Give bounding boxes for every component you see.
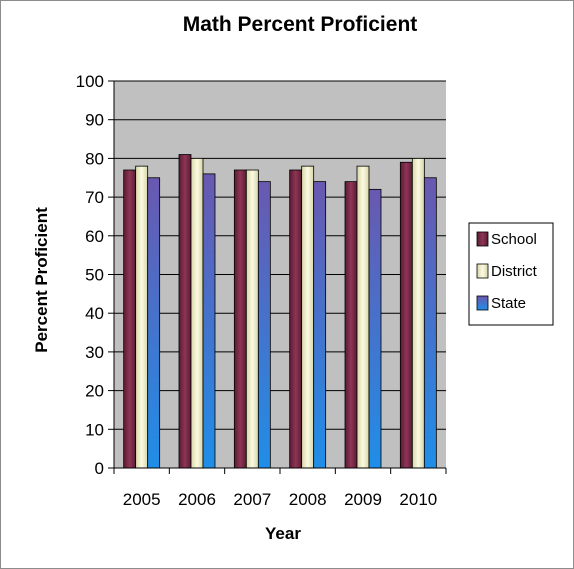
bar-district-2009: [356, 165, 370, 469]
y-tick-label: 70: [85, 188, 104, 207]
x-tick-labels: 2005 2006 2007 2008 2009 2010: [123, 490, 437, 509]
legend-swatch-school: [476, 231, 489, 247]
y-tick-label: 80: [85, 149, 104, 168]
y-tick-label: 90: [85, 111, 104, 130]
x-tick-label: 2008: [289, 490, 327, 509]
x-tick-label: 2006: [178, 490, 216, 509]
x-tick-label: 2009: [344, 490, 382, 509]
y-tick-label: 50: [85, 266, 104, 285]
chart-title: Math Percent Proficient: [183, 13, 418, 36]
bar-school-2005: [123, 169, 137, 469]
y-tick-label: 40: [85, 304, 104, 323]
bar-state-2006: [202, 173, 216, 469]
bar-school-2007: [233, 169, 247, 469]
bar-state-2007: [257, 181, 271, 469]
y-tick-label: 20: [85, 382, 104, 401]
x-tick-label: 2005: [123, 490, 161, 509]
bar-district-2005: [135, 165, 149, 469]
x-tick-label: 2010: [399, 490, 437, 509]
bar-district-2006: [190, 157, 204, 469]
y-tick-label: 10: [85, 420, 104, 439]
bar-school-2010: [399, 161, 413, 469]
bar-district-2008: [301, 165, 315, 469]
bar-school-2008: [289, 169, 303, 469]
y-tick-labels: 0 10 20 30 40 50 60 70 80 90 100: [76, 72, 104, 478]
bar-district-2007: [245, 169, 259, 469]
bar-district-2010: [411, 157, 425, 469]
bar-school-2006: [178, 154, 192, 469]
legend-label-district: District: [491, 263, 538, 280]
bar-state-2008: [313, 181, 327, 469]
y-tick-label: 60: [85, 227, 104, 246]
y-tick-label: 100: [76, 72, 104, 91]
y-tick-label: 30: [85, 343, 104, 362]
legend-swatch-district: [476, 263, 489, 279]
y-tick-label: 0: [95, 459, 104, 478]
gridlines: [114, 80, 446, 430]
bar-state-2005: [147, 177, 161, 469]
legend-swatch-state: [476, 295, 489, 311]
bars: [123, 154, 437, 469]
legend-label-state: State: [491, 295, 526, 312]
bar-state-2009: [368, 188, 382, 469]
y-axis-title: Percent Proficient: [32, 207, 51, 353]
bar-school-2009: [344, 181, 358, 469]
legend-label-school: School: [491, 231, 537, 248]
axes: [108, 80, 447, 474]
legend: School District State: [468, 222, 554, 326]
x-tick-label: 2007: [233, 490, 271, 509]
bar-state-2010: [423, 177, 437, 469]
x-axis-title: Year: [265, 524, 301, 543]
